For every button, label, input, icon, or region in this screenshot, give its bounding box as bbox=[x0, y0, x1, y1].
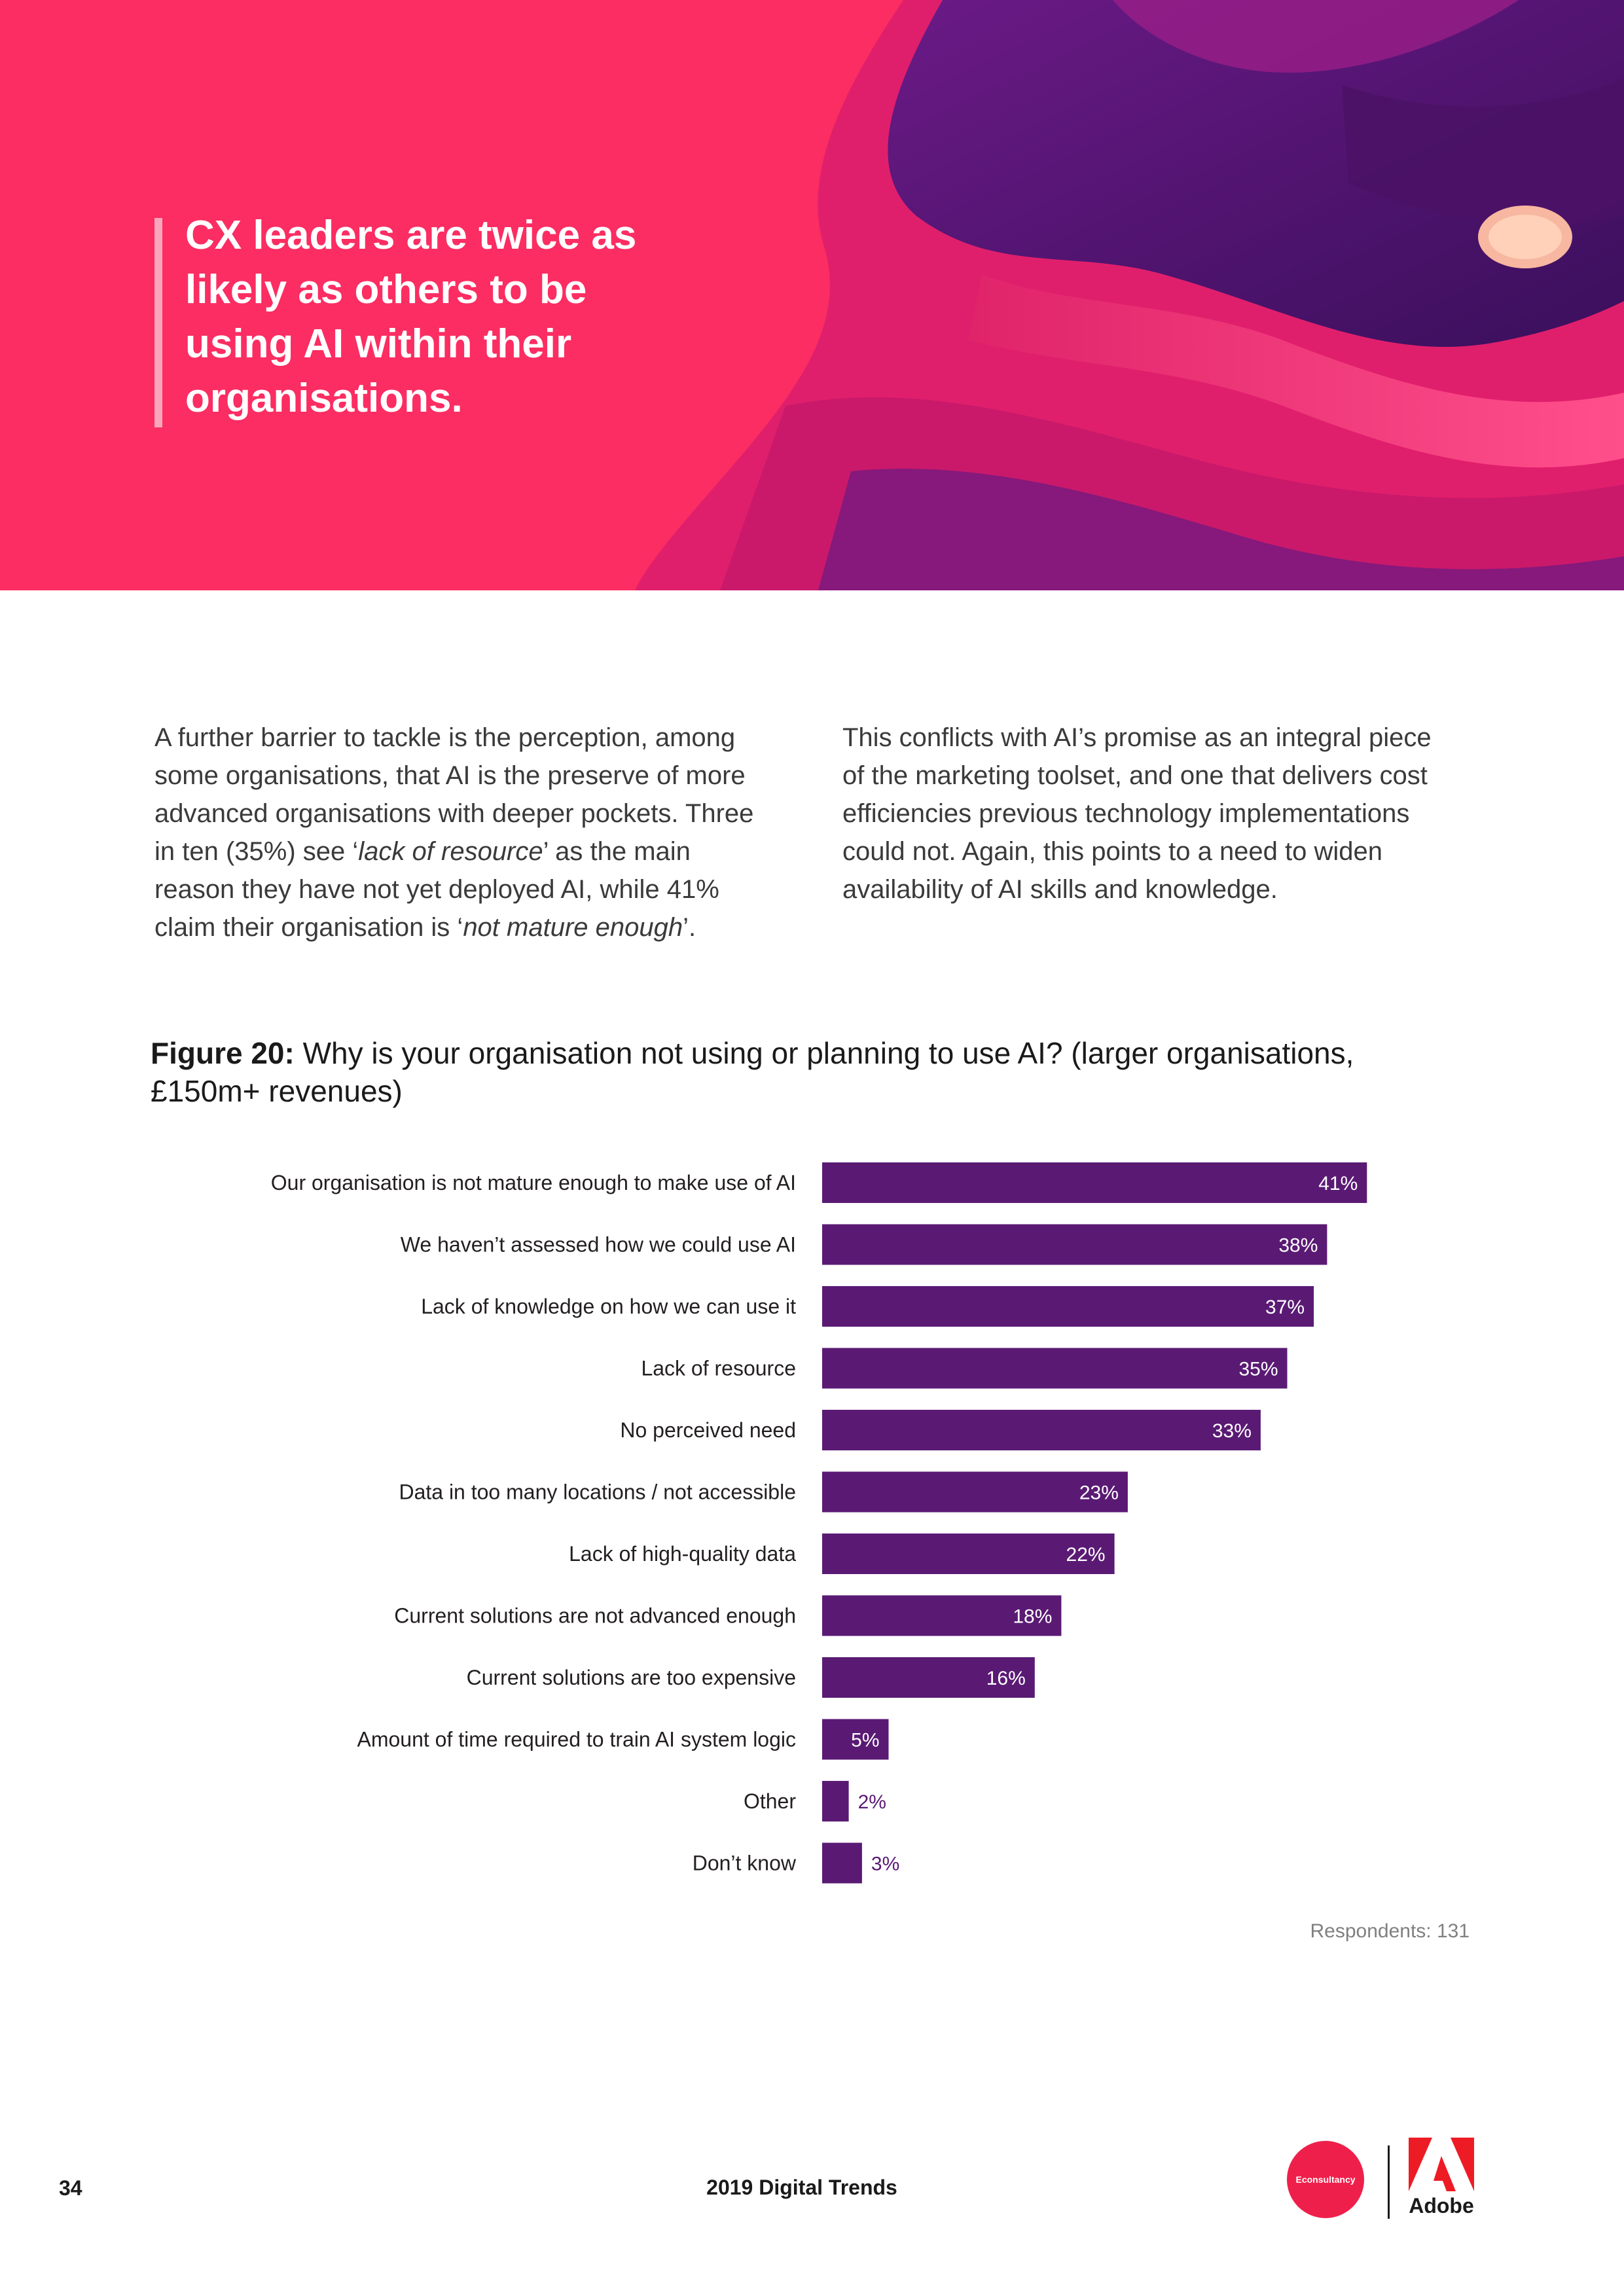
category-label: Lack of knowledge on how we can use it bbox=[421, 1295, 796, 1318]
body-paragraph-right: This conflicts with AI’s promise as an i… bbox=[842, 723, 1432, 904]
value-label: 3% bbox=[871, 1854, 899, 1875]
value-label: 41% bbox=[1318, 1173, 1358, 1194]
footer-title: 2019 Digital Trends bbox=[706, 2176, 897, 2199]
value-label: 23% bbox=[1079, 1482, 1119, 1504]
value-label: 22% bbox=[1066, 1544, 1106, 1566]
econsultancy-logo: Econsultancy bbox=[1287, 2141, 1364, 2218]
value-label: 33% bbox=[1212, 1420, 1252, 1442]
category-label: Lack of high-quality data bbox=[569, 1542, 796, 1566]
category-label: Amount of time required to train AI syst… bbox=[357, 1728, 796, 1751]
logo-divider bbox=[1388, 2145, 1390, 2219]
figure-label: Figure 20: bbox=[151, 1036, 295, 1070]
body-column-right: This conflicts with AI’s promise as an i… bbox=[842, 719, 1445, 908]
value-label: 2% bbox=[858, 1791, 886, 1813]
value-label: 35% bbox=[1238, 1359, 1278, 1380]
bar bbox=[822, 1471, 1128, 1513]
category-label: Data in too many locations / not accessi… bbox=[399, 1480, 796, 1504]
body-column-left: A further barrier to tackle is the perce… bbox=[154, 719, 757, 946]
bar bbox=[822, 1286, 1314, 1327]
value-label: 18% bbox=[1013, 1606, 1052, 1628]
value-label: 37% bbox=[1265, 1297, 1305, 1318]
adobe-wordmark: Adobe bbox=[1409, 2194, 1474, 2217]
pull-quote: CX leaders are twice as likely as others… bbox=[185, 213, 637, 421]
hero-banner: CX leaders are twice as likely as others… bbox=[0, 0, 1624, 590]
category-label: Don’t know bbox=[693, 1852, 797, 1875]
category-label: Lack of resource bbox=[641, 1357, 796, 1380]
bar bbox=[822, 1657, 1035, 1698]
figure-title: Figure 20: Why is your organisation not … bbox=[151, 1034, 1394, 1110]
quote-accent-bar bbox=[154, 218, 162, 427]
bar bbox=[822, 1842, 862, 1884]
adobe-logo-icon bbox=[1409, 2138, 1474, 2223]
figure-question: Why is your organisation not using or pl… bbox=[151, 1036, 1354, 1108]
category-label: We haven’t assessed how we could use AI bbox=[401, 1233, 796, 1257]
bar bbox=[822, 1595, 1062, 1636]
category-label: No perceived need bbox=[620, 1418, 796, 1442]
bar bbox=[822, 1162, 1367, 1203]
value-label: 16% bbox=[986, 1668, 1026, 1689]
bar-chart: Our organisation is not mature enough to… bbox=[271, 1162, 1367, 1884]
respondents-note: Respondents: 131 bbox=[1310, 1920, 1470, 1942]
bar bbox=[822, 1224, 1327, 1265]
bar bbox=[822, 1534, 1115, 1574]
value-label: 38% bbox=[1278, 1235, 1318, 1257]
bar bbox=[822, 1348, 1288, 1389]
value-label: 5% bbox=[851, 1730, 879, 1751]
category-label: Our organisation is not mature enough to… bbox=[271, 1171, 796, 1194]
bar bbox=[822, 1410, 1261, 1450]
bar bbox=[822, 1781, 849, 1821]
bar bbox=[822, 1719, 889, 1760]
page-number: 34 bbox=[59, 2176, 82, 2200]
category-label: Current solutions are too expensive bbox=[467, 1666, 796, 1689]
abstract-artwork bbox=[635, 0, 1624, 590]
body-paragraph-left: A further barrier to tackle is the perce… bbox=[154, 723, 754, 942]
category-label: Current solutions are not advanced enoug… bbox=[394, 1604, 796, 1628]
category-label: Other bbox=[744, 1789, 796, 1813]
